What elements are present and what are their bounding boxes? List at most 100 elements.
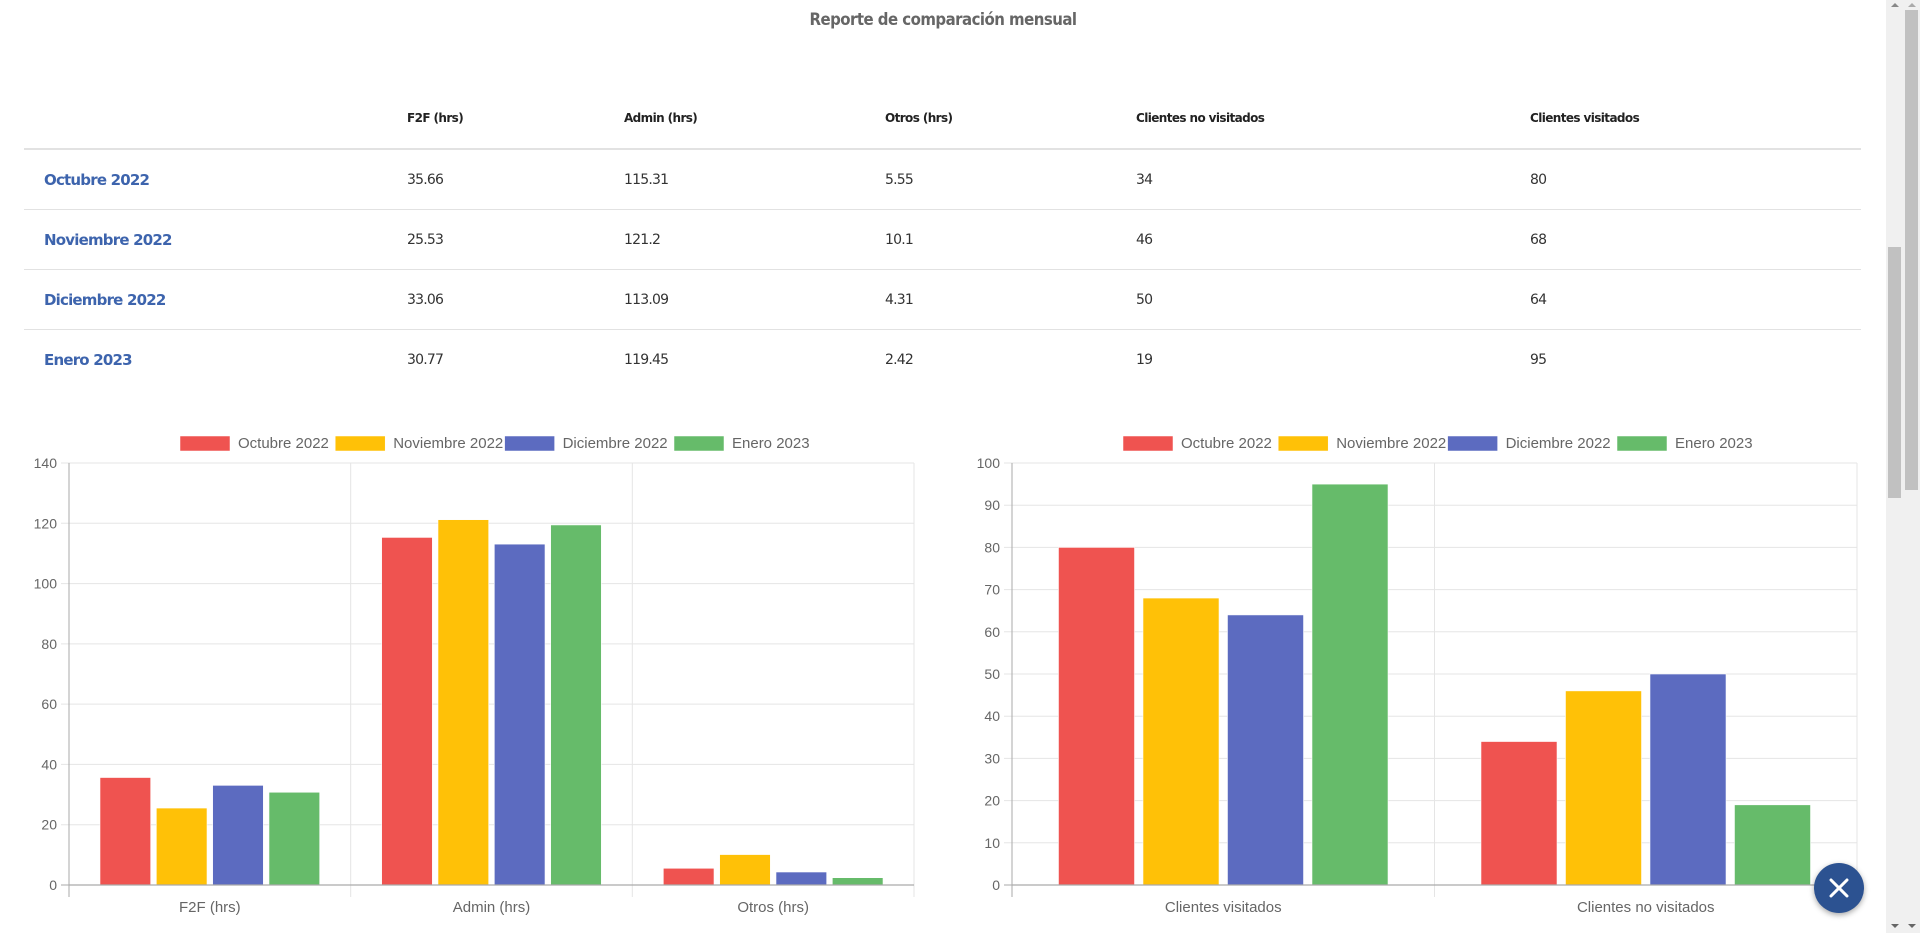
legend-swatch bbox=[179, 435, 231, 452]
cell-f2f: 35.66 bbox=[407, 149, 624, 210]
cell-otros: 10.1 bbox=[885, 209, 1136, 270]
inner-scrollbar[interactable] bbox=[1888, 10, 1901, 923]
cell-no-visitados: 46 bbox=[1136, 209, 1530, 270]
table-row: Noviembre 2022 25.53 121.2 10.1 46 68 bbox=[24, 209, 1861, 270]
legend-swatch bbox=[1616, 435, 1668, 452]
page-scrollbars[interactable] bbox=[1886, 0, 1920, 933]
column-header-f2f: F2F (hrs) bbox=[407, 88, 624, 150]
cell-admin: 115.31 bbox=[624, 149, 885, 210]
column-header-clientes-no-visitados: Clientes no visitados bbox=[1136, 88, 1530, 150]
legend-label: Enero 2023 bbox=[732, 435, 810, 452]
cell-no-visitados: 34 bbox=[1136, 149, 1530, 210]
comparison-table: F2F (hrs) Admin (hrs) Otros (hrs) Client… bbox=[24, 88, 1861, 389]
y-tick-label: 100 bbox=[977, 455, 1001, 471]
y-tick-label: 90 bbox=[984, 497, 1000, 513]
y-tick-label: 70 bbox=[984, 582, 1000, 598]
close-fab-button[interactable] bbox=[1814, 863, 1864, 913]
y-tick-label: 140 bbox=[34, 455, 58, 471]
month-link[interactable]: Enero 2023 bbox=[44, 350, 133, 369]
y-tick-label: 100 bbox=[34, 576, 58, 592]
cell-otros: 4.31 bbox=[885, 269, 1136, 330]
y-tick-label: 80 bbox=[41, 636, 57, 652]
bar bbox=[1565, 690, 1642, 886]
column-header-admin: Admin (hrs) bbox=[624, 88, 885, 150]
outer-scrollbar[interactable] bbox=[1905, 10, 1918, 923]
column-header-month bbox=[24, 88, 407, 150]
clients-bar-chart: Octubre 2022 Noviembre 2022 Diciembre 2022… bbox=[940, 420, 1886, 920]
bar bbox=[1734, 804, 1811, 886]
cell-f2f: 30.77 bbox=[407, 351, 444, 368]
y-tick-label: 20 bbox=[41, 817, 57, 833]
hours-chart-svg: Octubre 2022 Noviembre 2022 Diciembre 2022… bbox=[34, 435, 915, 916]
bar bbox=[1142, 597, 1220, 886]
bar bbox=[212, 785, 264, 886]
month-link[interactable]: Noviembre 2022 bbox=[24, 209, 407, 270]
legend-swatch bbox=[1447, 435, 1498, 452]
cell-visitados: 64 bbox=[1530, 269, 1861, 330]
table-header-row: F2F (hrs) Admin (hrs) Otros (hrs) Client… bbox=[24, 88, 1861, 150]
bar bbox=[494, 543, 546, 886]
bar bbox=[268, 791, 320, 886]
month-link[interactable]: Octubre 2022 bbox=[24, 149, 407, 210]
legend-label: Diciembre 2022 bbox=[563, 435, 668, 452]
legend-swatch bbox=[1122, 435, 1174, 452]
bar bbox=[550, 524, 602, 886]
cell-admin: 119.45 bbox=[624, 351, 669, 368]
y-tick-label: 60 bbox=[41, 696, 57, 712]
clients-chart-svg: Octubre 2022 Noviembre 2022 Diciembre 2022… bbox=[977, 435, 1858, 916]
cell-f2f: 25.53 bbox=[407, 209, 624, 270]
bar bbox=[99, 777, 151, 886]
outer-scrollbar-thumb[interactable] bbox=[1905, 10, 1918, 490]
y-tick-label: 10 bbox=[984, 835, 1000, 851]
cell-visitados: 95 bbox=[1530, 351, 1547, 368]
bar bbox=[1227, 614, 1304, 886]
bar bbox=[1649, 673, 1727, 886]
bar bbox=[832, 877, 884, 886]
legend-swatch bbox=[1277, 435, 1329, 452]
scroll-down-arrow-icon[interactable] bbox=[1908, 924, 1916, 928]
inner-scrollbar-thumb[interactable] bbox=[1888, 247, 1901, 498]
legend-label: Octubre 2022 bbox=[238, 435, 329, 452]
legend-swatch bbox=[334, 435, 386, 452]
column-header-otros: Otros (hrs) bbox=[885, 88, 1136, 150]
cell-admin: 113.09 bbox=[624, 269, 885, 330]
cell-admin: 121.2 bbox=[624, 209, 885, 270]
x-tick-label: F2F (hrs) bbox=[179, 899, 241, 916]
bar bbox=[381, 537, 433, 886]
cell-visitados: 80 bbox=[1530, 149, 1861, 210]
y-tick-label: 0 bbox=[992, 877, 1000, 893]
bar bbox=[156, 807, 208, 886]
table-row: Diciembre 2022 33.06 113.09 4.31 50 64 bbox=[24, 269, 1861, 330]
cell-otros: 2.42 bbox=[885, 351, 914, 368]
y-tick-label: 40 bbox=[984, 708, 1000, 724]
bar bbox=[1480, 741, 1558, 886]
x-tick-label: Clientes visitados bbox=[1165, 899, 1282, 916]
y-tick-label: 50 bbox=[984, 666, 1000, 682]
table-row: Enero 2023 30.77 119.45 2.42 19 95 bbox=[24, 330, 1861, 390]
cell-visitados: 68 bbox=[1530, 209, 1861, 270]
y-tick-label: 120 bbox=[34, 515, 58, 531]
y-tick-label: 40 bbox=[41, 756, 57, 772]
bar bbox=[775, 871, 827, 886]
column-header-clientes-visitados: Clientes visitados bbox=[1530, 88, 1861, 150]
bar bbox=[663, 867, 715, 886]
cell-f2f: 33.06 bbox=[407, 269, 624, 330]
y-tick-label: 30 bbox=[984, 750, 1000, 766]
legend-label: Noviembre 2022 bbox=[1336, 435, 1446, 452]
y-tick-label: 20 bbox=[984, 793, 1000, 809]
scroll-up-arrow-icon[interactable] bbox=[1891, 3, 1899, 7]
close-icon bbox=[1829, 878, 1849, 898]
cell-otros: 5.55 bbox=[885, 149, 1136, 210]
bar bbox=[437, 519, 489, 886]
bar bbox=[1311, 483, 1389, 886]
x-tick-label: Otros (hrs) bbox=[737, 899, 809, 916]
hours-bar-chart: Octubre 2022 Noviembre 2022 Diciembre 2022… bbox=[0, 420, 940, 920]
scroll-up-arrow-icon[interactable] bbox=[1908, 3, 1916, 7]
legend-label: Diciembre 2022 bbox=[1506, 435, 1611, 452]
month-link[interactable]: Diciembre 2022 bbox=[24, 269, 407, 330]
page-title: Reporte de comparación mensual bbox=[809, 10, 1077, 30]
x-tick-label: Clientes no visitados bbox=[1577, 899, 1715, 916]
scroll-down-arrow-icon[interactable] bbox=[1891, 924, 1899, 928]
cell-no-visitados: 50 bbox=[1136, 269, 1530, 330]
